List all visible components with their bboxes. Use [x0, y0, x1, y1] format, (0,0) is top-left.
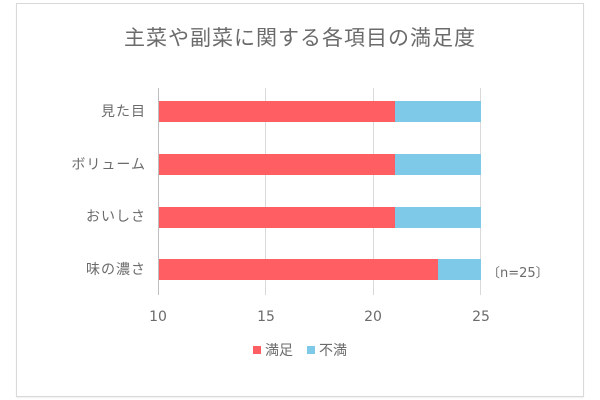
bar-segment-dissatisfied — [395, 101, 481, 122]
category-label-volume: ボリューム — [71, 157, 146, 173]
x-tick-20: 20 — [364, 309, 382, 325]
bar-row-seasoning — [159, 259, 481, 280]
bar-segment-dissatisfied — [395, 154, 481, 175]
gridline-15 — [265, 88, 266, 295]
chart-title: 主菜や副菜に関する各項目の満足度 — [124, 26, 476, 50]
bar-segment-satisfied — [159, 207, 396, 228]
bar-row-taste — [159, 207, 481, 228]
legend-swatch-satisfied — [253, 346, 261, 354]
bar-segment-satisfied — [159, 154, 396, 175]
y-axis-line — [158, 88, 159, 295]
sample-size-annotation: 〔n=25〕 — [487, 266, 549, 281]
category-label-seasoning: 味の濃さ — [86, 262, 146, 278]
legend-label-satisfied: 満足 — [265, 343, 293, 359]
bar-row-volume — [159, 154, 481, 175]
legend-label-dissatisfied: 不満 — [319, 343, 347, 359]
chart-frame — [16, 3, 584, 397]
bar-segment-dissatisfied — [438, 259, 481, 280]
x-tick-10: 10 — [149, 309, 167, 325]
plot-area — [158, 88, 481, 295]
bar-segment-satisfied — [159, 101, 396, 122]
x-tick-15: 15 — [257, 309, 275, 325]
legend-item-dissatisfied: 不満 — [307, 340, 347, 360]
bar-segment-dissatisfied — [395, 207, 481, 228]
legend: 満足 不満 — [0, 340, 600, 360]
legend-swatch-dissatisfied — [307, 346, 315, 354]
bar-segment-satisfied — [159, 259, 439, 280]
legend-item-satisfied: 満足 — [253, 340, 293, 360]
bar-row-appearance — [159, 101, 481, 122]
category-label-taste: おいしさ — [86, 209, 146, 225]
gridline-20 — [373, 88, 374, 295]
category-label-appearance: 見た目 — [101, 104, 146, 120]
gridline-25 — [480, 88, 481, 295]
x-tick-25: 25 — [472, 309, 490, 325]
